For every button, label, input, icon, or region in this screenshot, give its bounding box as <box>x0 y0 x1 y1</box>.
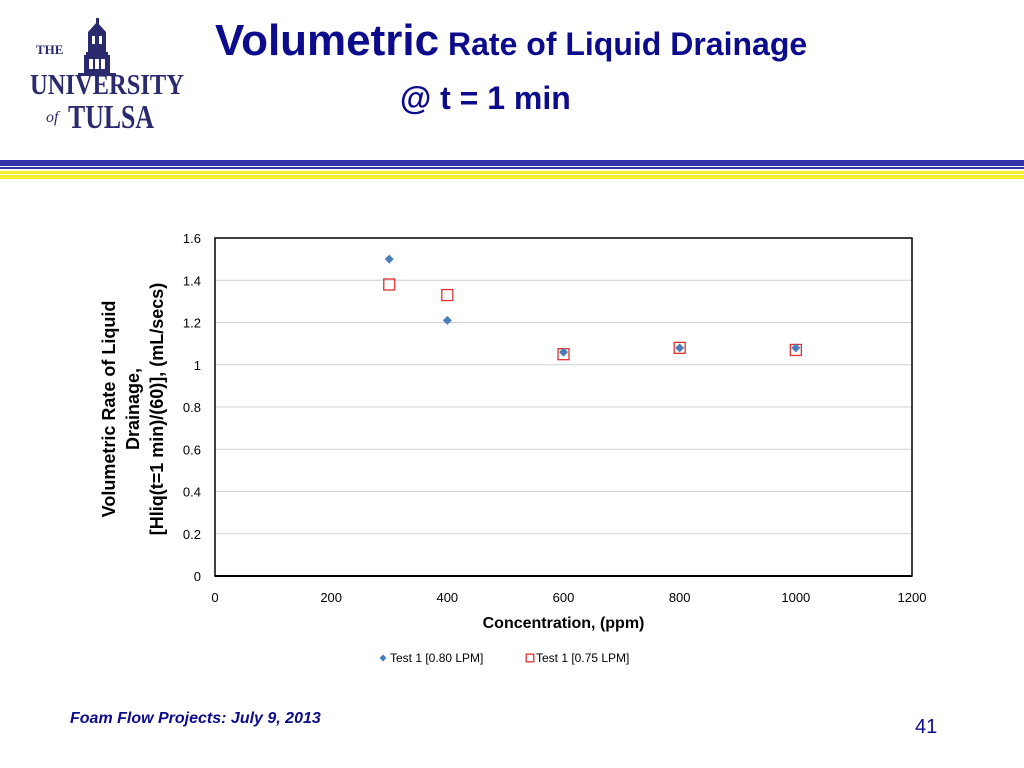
header-band-blue <box>0 160 1024 166</box>
logo-the: THE <box>36 42 63 57</box>
legend-label-075lpm: Test 1 [0.75 LPM] <box>536 651 629 665</box>
logo-of: of <box>46 109 61 126</box>
y-tick-label: 0.4 <box>183 485 201 500</box>
x-axis-label: Concentration, (ppm) <box>483 615 645 632</box>
legend-label-080lpm: Test 1 [0.80 LPM] <box>390 651 483 665</box>
page-subtitle: @ t = 1 min <box>400 80 571 116</box>
logo-tulsa: TULSA <box>68 99 154 136</box>
university-logo: THE UNIVERSITY of TULSA <box>30 18 184 136</box>
title-big: Volumetric <box>215 16 440 65</box>
data-point-080lpm <box>384 254 394 264</box>
y-tick-label: 0.2 <box>183 527 201 542</box>
data-point-080lpm <box>442 315 452 325</box>
x-tick-label: 400 <box>436 590 458 605</box>
data-point-075lpm <box>383 278 396 291</box>
logo-university: UNIVERSITY <box>30 70 184 101</box>
data-point-075lpm <box>441 288 454 302</box>
title-rest: Rate of Liquid Drainage <box>439 26 808 62</box>
footer-text: Foam Flow Projects: July 9, 2013 <box>70 710 321 727</box>
x-tick-label: 1000 <box>781 590 810 605</box>
legend-marker-075lpm <box>525 653 535 663</box>
page-number: 41 <box>915 716 938 738</box>
x-tick-label: 0 <box>211 590 218 605</box>
x-tick-label: 1200 <box>898 590 927 605</box>
y-tick-label: 0 <box>194 569 201 584</box>
x-tick-label: 200 <box>320 590 342 605</box>
y-axis-label-line: Drainage, <box>123 368 143 450</box>
header-band-yellow <box>0 175 1024 179</box>
x-tick-label: 800 <box>669 590 691 605</box>
header-band-yellow-thin <box>0 171 1024 174</box>
x-tick-label: 600 <box>553 590 575 605</box>
y-axis-label-line: Volumetric Rate of Liquid <box>99 301 119 518</box>
header-band-blue-thin <box>0 167 1024 169</box>
data-point-075lpm <box>673 341 686 354</box>
data-point-080lpm <box>791 343 801 353</box>
y-tick-label: 1 <box>194 358 201 373</box>
y-tick-label: 1.6 <box>183 231 201 246</box>
y-tick-label: 0.8 <box>183 400 201 415</box>
y-tick-label: 1.4 <box>183 273 201 288</box>
legend-marker-080lpm <box>379 654 387 662</box>
page-title: Volumetric Rate of Liquid Drainage <box>215 16 807 66</box>
data-point-080lpm <box>675 343 685 353</box>
y-tick-label: 1.2 <box>183 316 201 331</box>
y-axis-label-line: [Hliq(t=1 min)/(60)], (mL/secs) <box>147 283 167 536</box>
data-point-080lpm <box>559 347 568 357</box>
scatter-chart: 0 0.2 0.4 0.6 0.8 1 1.2 1.4 1.6 0 200 400 600 800 1000… <box>99 231 927 665</box>
y-tick-label: 0.6 <box>183 442 201 457</box>
